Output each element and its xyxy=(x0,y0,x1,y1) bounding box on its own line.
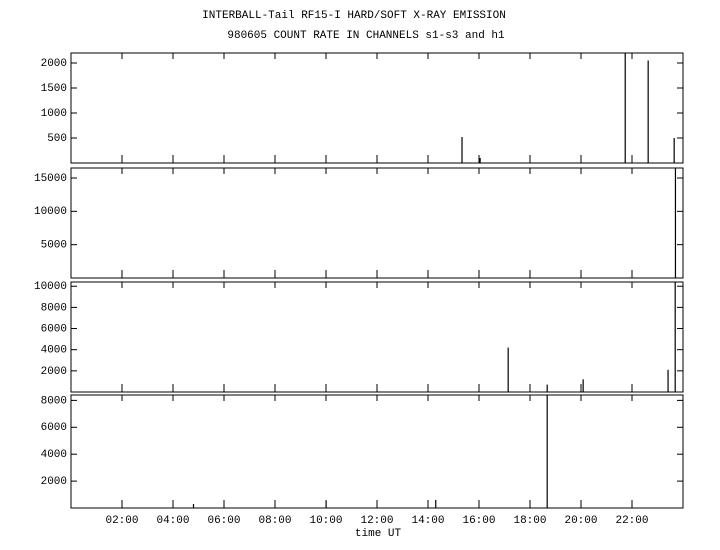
x-tick-label: 22:00 xyxy=(615,515,648,527)
y-tick-label: 2000 xyxy=(41,366,67,378)
bar xyxy=(673,138,675,163)
bar xyxy=(507,347,509,392)
bar xyxy=(647,60,649,163)
x-tick-label: 16:00 xyxy=(462,515,495,527)
y-tick-label: 10000 xyxy=(34,281,67,293)
x-tick-label: 18:00 xyxy=(513,515,546,527)
chart-title: INTERBALL-Tail RF15-I HARD/SOFT X-RAY EM… xyxy=(202,10,506,22)
y-tick-label: 2000 xyxy=(41,476,67,488)
y-tick-label: 500 xyxy=(47,133,67,145)
chart-subtitle: 980605 COUNT RATE IN CHANNELS s1-s3 and … xyxy=(227,30,505,42)
x-tick-label: 06:00 xyxy=(207,515,240,527)
bar xyxy=(325,501,327,508)
bar xyxy=(435,499,437,508)
panel-frame xyxy=(70,281,684,393)
y-tick-label: 5000 xyxy=(41,240,67,252)
bar xyxy=(624,53,626,163)
bar xyxy=(546,395,548,508)
y-tick-label: 15000 xyxy=(34,173,67,185)
y-tick-label: 8000 xyxy=(41,302,67,314)
y-tick-label: 6000 xyxy=(41,323,67,335)
y-tick-label: 10000 xyxy=(34,206,67,218)
bar xyxy=(674,168,677,278)
y-tick-label: 6000 xyxy=(41,422,67,434)
bar xyxy=(674,282,676,392)
bar xyxy=(479,158,481,163)
x-tick-label: 08:00 xyxy=(258,515,291,527)
bar xyxy=(461,137,463,163)
x-tick-label: 14:00 xyxy=(411,515,444,527)
y-tick-label: 4000 xyxy=(41,449,67,461)
x-axis-label: time UT xyxy=(355,528,402,540)
y-tick-label: 1000 xyxy=(41,108,67,120)
x-tick-label: 12:00 xyxy=(360,515,393,527)
bar xyxy=(192,503,195,508)
x-tick-label: 02:00 xyxy=(105,515,138,527)
y-tick-label: 1500 xyxy=(41,83,67,95)
x-tick-label: 10:00 xyxy=(309,515,342,527)
x-tick-label: 20:00 xyxy=(564,515,597,527)
x-tick-label: 04:00 xyxy=(156,515,189,527)
bar xyxy=(546,384,548,392)
panel-frame xyxy=(70,394,684,509)
bar xyxy=(582,379,584,392)
bar xyxy=(667,369,669,392)
panel-frame xyxy=(70,167,684,279)
y-tick-label: 2000 xyxy=(41,58,67,70)
y-tick-label: 8000 xyxy=(41,395,67,407)
panel-frame xyxy=(70,52,684,164)
y-tick-label: 4000 xyxy=(41,345,67,357)
